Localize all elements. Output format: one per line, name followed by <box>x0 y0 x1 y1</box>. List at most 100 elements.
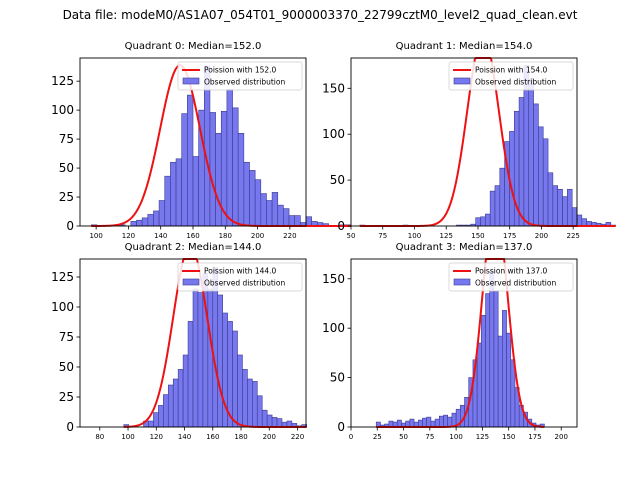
x-tick-label: 220 <box>283 232 296 240</box>
figure-title: Data file: modeM0/AS1A07_054T01_90000033… <box>62 8 578 22</box>
y-tick-label: 125 <box>51 270 74 284</box>
histogram-bar <box>153 412 159 428</box>
histogram-bar <box>163 394 169 428</box>
legend: Poission with 137.0 Observed distribution <box>448 262 574 292</box>
histogram-bar <box>215 133 222 227</box>
histogram-bar <box>153 210 160 227</box>
histogram-bar <box>493 290 499 428</box>
histogram-bar <box>480 216 486 227</box>
x-tick-label: 125 <box>440 232 453 240</box>
histogram-bar <box>266 200 273 227</box>
y-tick-label: 50 <box>59 161 74 175</box>
histogram-bar <box>187 94 194 227</box>
histogram-bar <box>288 215 295 227</box>
x-tick-label: 160 <box>206 433 219 441</box>
x-tick-label: 100 <box>89 232 102 240</box>
y-tick-label: 75 <box>59 330 74 344</box>
histogram-bar <box>158 405 164 428</box>
histogram-bar <box>187 321 194 428</box>
histogram-bar <box>485 293 491 428</box>
histogram-bar <box>528 78 534 227</box>
panel-3: Quadrant 3: Median=137.0 0 25 50 75 100 125 150… <box>322 242 578 441</box>
x-tick-label: 200 <box>263 433 276 441</box>
histogram-bar <box>164 175 171 227</box>
x-tick-label: 100 <box>408 232 421 240</box>
histogram-bar <box>506 332 512 428</box>
x-tick-label: 25 <box>373 433 382 441</box>
x-tick-label: 125 <box>476 433 489 441</box>
histogram-bar <box>271 192 279 227</box>
histogram-bar <box>502 310 507 428</box>
legend-label-bars: Observed distribution <box>475 78 556 87</box>
y-tick-label: 25 <box>59 390 74 404</box>
histogram-bar <box>434 418 440 428</box>
legend-label-curve: Poission with 137.0 <box>475 267 548 276</box>
histogram-bar <box>294 215 301 227</box>
x-tick-label: 100 <box>449 433 462 441</box>
histogram-bar <box>266 414 273 428</box>
y-tick-label: 0 <box>66 420 74 434</box>
histogram-bar <box>237 133 245 227</box>
legend-label-bars: Observed distribution <box>475 279 556 288</box>
histogram-bar <box>271 417 278 428</box>
histogram-bar <box>494 185 501 227</box>
histogram-bar <box>182 354 189 428</box>
histogram-bar <box>571 207 578 227</box>
histogram-bar <box>226 88 233 227</box>
histogram-bar <box>426 416 432 428</box>
histogram-bar <box>518 97 525 227</box>
x-tick-label: 150 <box>471 232 484 240</box>
x-tick-label: 180 <box>219 232 232 240</box>
histogram-bar <box>148 420 154 428</box>
x-tick-label: 140 <box>154 232 167 240</box>
legend-box <box>177 262 303 292</box>
histogram-bar <box>136 219 143 227</box>
histogram-bar <box>249 170 256 227</box>
legend-label-curve: Poission with 144.0 <box>204 267 277 276</box>
histogram-bar <box>481 315 486 428</box>
histogram-bar <box>141 217 149 227</box>
legend-box <box>448 262 574 292</box>
histogram-bar <box>197 292 204 428</box>
y-tick-label: 50 <box>59 360 74 374</box>
y-tick-label: 75 <box>59 132 74 146</box>
histogram-bar <box>396 419 402 428</box>
x-tick-label: 220 <box>291 433 304 441</box>
histogram-bar <box>538 126 544 227</box>
histogram-bar <box>192 288 199 428</box>
histogram-bar <box>499 167 505 227</box>
histogram-bar <box>581 218 587 227</box>
legend-label-bars: Observed distribution <box>204 78 285 87</box>
x-tick-label: 225 <box>567 232 580 240</box>
histogram-bar <box>192 156 199 227</box>
axes-frame <box>350 57 578 227</box>
histogram-bar <box>243 161 250 227</box>
histogram-bar <box>422 417 427 428</box>
histogram-bar <box>261 409 268 428</box>
y-tick-label: 50 <box>330 173 345 187</box>
histogram-bar <box>276 418 283 428</box>
subplot-title: Quadrant 1: Median=154.0 <box>396 41 533 52</box>
histogram-bar <box>237 354 243 428</box>
histogram-bar <box>175 158 183 227</box>
histogram-bar <box>277 204 284 227</box>
histogram-bar <box>247 378 253 428</box>
x-tick-label: 200 <box>535 232 548 240</box>
x-tick-label: 180 <box>234 433 247 441</box>
x-tick-label: 200 <box>251 232 264 240</box>
histogram-bar <box>256 395 263 428</box>
histogram-bar <box>447 416 453 428</box>
histogram-bar <box>147 214 154 227</box>
legend-bar-swatch <box>182 278 200 286</box>
y-tick-label: 100 <box>51 103 74 117</box>
histogram-bar <box>552 185 559 227</box>
y-tick-label: 0 <box>337 219 345 233</box>
histogram-bar <box>443 414 449 428</box>
x-tick-label: 200 <box>555 433 568 441</box>
x-tick-label: 120 <box>122 232 135 240</box>
legend-bar-swatch <box>453 77 471 85</box>
legend-label-curve: Poission with 152.0 <box>204 66 277 75</box>
legend-label-bars: Observed distribution <box>204 279 285 288</box>
histogram-bar <box>489 270 495 428</box>
x-tick-label: 50 <box>347 232 356 240</box>
